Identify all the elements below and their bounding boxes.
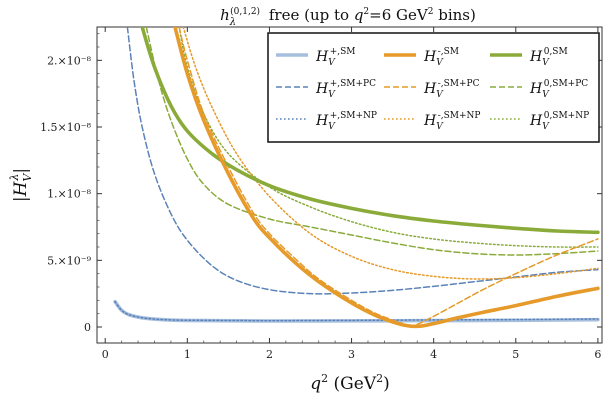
- x-tick-label: 0: [102, 348, 109, 361]
- series-layer: [113, 27, 600, 329]
- x-tick-label: 4: [430, 348, 437, 361]
- legend: HV+,SM HV-,SM HV0,SM HV+,SM+PC HV-,SM+PC HV0,…: [267, 32, 600, 143]
- series-line-zero-sm: [140, 27, 600, 235]
- axis-ticks: 0 1 2 3 4 5 6 0 5.×10⁻⁹ 1.×10⁻⁸ 1.5×10⁻⁸ 2.×10⁻⁸: [40, 27, 602, 361]
- series-line-plus-np: [114, 300, 599, 322]
- x-axis-title: q2 (GeV2): [310, 372, 390, 394]
- chart-title: hλ(0,1,2) free (up to q2=6 GeV2 bins): [220, 6, 476, 28]
- y-tick-label: 2.×10⁻⁸: [47, 54, 92, 67]
- legend-label-minus-sm: HV-,SM: [423, 47, 459, 68]
- legend-label-zero-sm: HV0,SM: [529, 47, 568, 68]
- legend-label-minus-pc: HV-,SM+PC: [423, 79, 480, 100]
- legend-label-plus-sm: HV+,SM: [315, 47, 356, 68]
- y-tick-label: 0: [84, 321, 91, 334]
- legend-label-zero-pc: HV0,SM+PC: [529, 79, 588, 100]
- plot-frame: [96, 26, 603, 344]
- svg-text:|HVλ|: |HVλ|: [8, 168, 34, 202]
- x-tick-label: 6: [594, 348, 601, 361]
- y-axis-title: |HVλ|: [8, 168, 34, 202]
- y-tick-label: 1.×10⁻⁸: [47, 188, 92, 201]
- x-tick-label: 1: [184, 348, 191, 361]
- y-tick-label: 5.×10⁻⁹: [47, 254, 92, 267]
- series-line-zero-pc: [145, 27, 599, 256]
- legend-label-minus-np: HV-,SM+NP: [423, 111, 480, 132]
- legend-label-plus-np: HV+,SM+NP: [315, 111, 377, 132]
- legend-label-zero-np: HV0,SM+NP: [529, 111, 589, 132]
- x-tick-label: 2: [266, 348, 273, 361]
- series-line-plus-pc: [126, 27, 599, 295]
- x-tick-label: 5: [512, 348, 519, 361]
- legend-label-plus-pc: HV+,SM+PC: [315, 79, 376, 100]
- x-tick-label: 3: [348, 348, 355, 361]
- y-tick-label: 1.5×10⁻⁸: [40, 121, 92, 134]
- series-line-minus-np: [182, 27, 599, 280]
- series-line-minus-sm: [173, 27, 600, 329]
- legend-box: [267, 32, 600, 143]
